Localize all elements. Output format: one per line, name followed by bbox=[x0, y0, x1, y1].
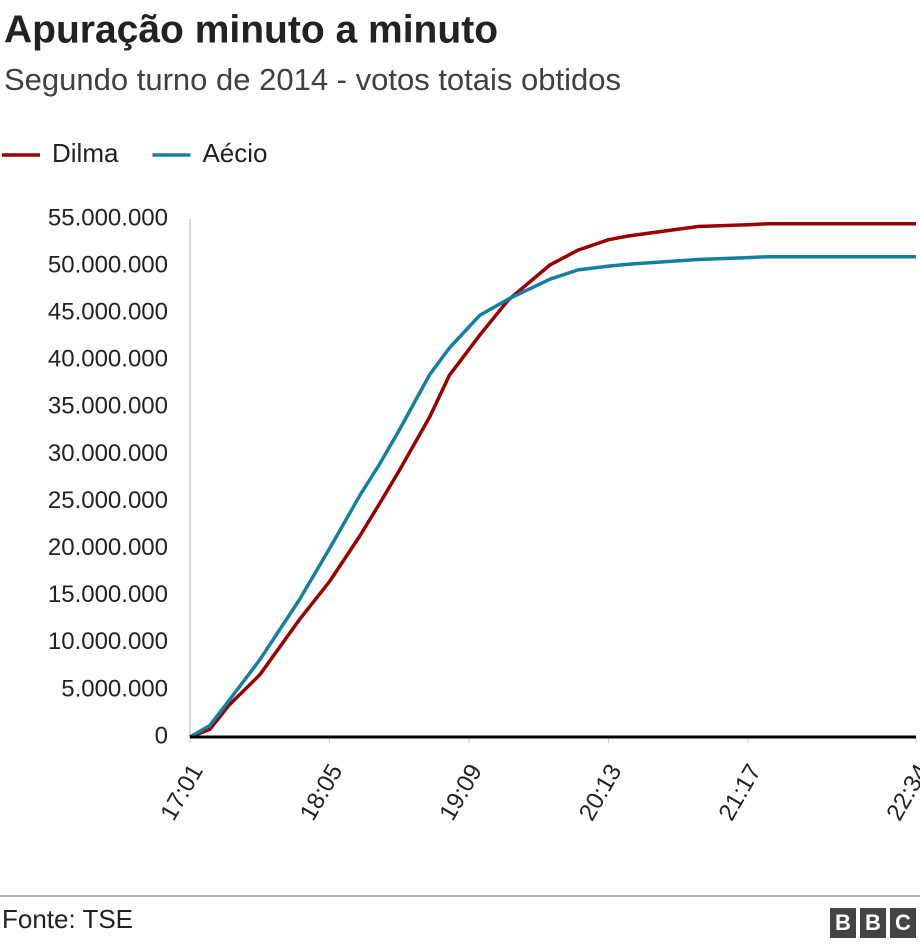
y-tick-label: 20.000.000 bbox=[48, 534, 168, 561]
logo-letter: B bbox=[865, 910, 881, 935]
y-tick-label: 35.000.000 bbox=[48, 393, 168, 420]
legend-label: Dilma bbox=[52, 138, 119, 168]
series-line bbox=[189, 221, 916, 739]
y-tick-label: 0 bbox=[155, 722, 168, 749]
x-tick-label: 22:34 bbox=[881, 760, 920, 826]
x-tick-label: 19:09 bbox=[434, 760, 487, 826]
y-tick-label: 50.000.000 bbox=[48, 251, 168, 278]
y-tick-label: 10.000.000 bbox=[48, 628, 168, 655]
y-tick-label: 5.000.000 bbox=[61, 675, 168, 702]
x-tick-label: 17:01 bbox=[155, 760, 208, 826]
logo-box bbox=[830, 908, 856, 938]
y-tick-label: 40.000.000 bbox=[48, 346, 168, 373]
logo-letter: C bbox=[895, 910, 911, 935]
y-tick-label: 55.000.000 bbox=[48, 204, 168, 231]
chart-title: Apuração minuto a minuto bbox=[4, 8, 498, 51]
x-tick-label: 18:05 bbox=[295, 760, 348, 826]
series-line bbox=[189, 254, 916, 739]
y-tick-label: 25.000.000 bbox=[48, 487, 168, 514]
y-tick-label: 30.000.000 bbox=[48, 440, 168, 467]
y-tick-label: 15.000.000 bbox=[48, 581, 168, 608]
x-tick-label: 20:13 bbox=[574, 760, 627, 826]
logo-letter: B bbox=[835, 910, 851, 935]
logo-box bbox=[860, 908, 886, 938]
logo-box bbox=[890, 908, 916, 938]
source: Fonte: TSE bbox=[2, 904, 133, 934]
x-tick-label: 21:17 bbox=[713, 760, 766, 826]
legend-label: Aécio bbox=[202, 138, 267, 168]
chart-subtitle: Segundo turno de 2014 - votos totais obt… bbox=[4, 62, 621, 97]
y-tick-label: 45.000.000 bbox=[48, 299, 168, 326]
